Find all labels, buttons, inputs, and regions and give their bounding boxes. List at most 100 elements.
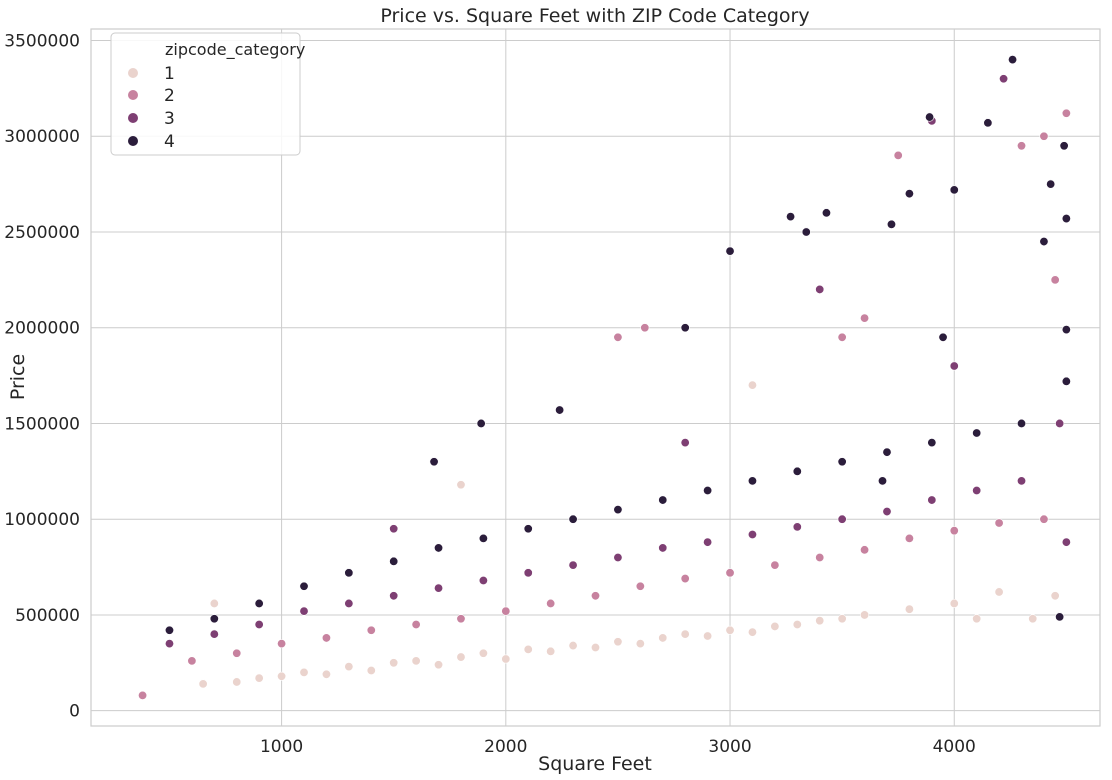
data-point bbox=[994, 518, 1004, 528]
data-points bbox=[138, 55, 1071, 700]
y-tick-label: 500000 bbox=[15, 606, 80, 626]
data-point bbox=[792, 466, 802, 476]
data-point bbox=[1061, 325, 1071, 335]
data-point bbox=[815, 616, 825, 626]
legend-item-2: 2 bbox=[128, 86, 175, 106]
data-point bbox=[1017, 418, 1027, 428]
legend: zipcode_category 1 2 3 4 bbox=[110, 32, 305, 156]
data-point bbox=[389, 658, 399, 668]
data-point bbox=[456, 652, 466, 662]
data-point bbox=[389, 591, 399, 601]
series-3 bbox=[164, 74, 1071, 649]
data-point bbox=[523, 644, 533, 654]
y-tick-label: 2000000 bbox=[4, 319, 80, 339]
data-point bbox=[792, 620, 802, 630]
data-point bbox=[344, 568, 354, 578]
data-point bbox=[501, 606, 511, 616]
data-point bbox=[680, 574, 690, 584]
legend-item-3: 3 bbox=[128, 109, 175, 129]
data-point bbox=[1059, 141, 1069, 151]
data-point bbox=[568, 641, 578, 651]
data-point bbox=[904, 189, 914, 199]
data-point bbox=[366, 665, 376, 675]
data-point bbox=[658, 633, 668, 643]
data-point bbox=[209, 614, 219, 624]
data-point bbox=[613, 505, 623, 515]
data-point bbox=[209, 629, 219, 639]
data-point bbox=[254, 620, 264, 630]
data-point bbox=[1039, 237, 1049, 247]
data-point bbox=[837, 332, 847, 342]
data-point bbox=[1061, 108, 1071, 118]
data-point bbox=[747, 476, 757, 486]
data-point bbox=[837, 514, 847, 524]
x-axis-title: Square Feet bbox=[538, 753, 652, 775]
data-point bbox=[815, 552, 825, 562]
data-point bbox=[429, 457, 439, 467]
data-point bbox=[925, 112, 935, 122]
series-1 bbox=[198, 380, 1060, 689]
data-point bbox=[478, 648, 488, 658]
data-point bbox=[277, 671, 287, 681]
data-point bbox=[456, 614, 466, 624]
data-point bbox=[860, 313, 870, 323]
data-point bbox=[904, 533, 914, 543]
data-point bbox=[476, 418, 486, 428]
data-point bbox=[893, 150, 903, 160]
data-point bbox=[555, 405, 565, 415]
data-point bbox=[983, 118, 993, 128]
data-point bbox=[837, 614, 847, 624]
legend-item-4: 4 bbox=[128, 132, 175, 152]
data-point bbox=[1055, 418, 1065, 428]
series-2 bbox=[138, 108, 1071, 700]
legend-label-4: 4 bbox=[164, 132, 175, 152]
data-point bbox=[164, 639, 174, 649]
data-point bbox=[949, 598, 959, 608]
data-point bbox=[434, 583, 444, 593]
y-axis-title: Price bbox=[7, 354, 29, 400]
data-point bbox=[434, 543, 444, 553]
data-point bbox=[949, 361, 959, 371]
data-point bbox=[886, 219, 896, 229]
data-point bbox=[747, 380, 757, 390]
legend-marker-2 bbox=[128, 90, 138, 100]
y-tick-label: 1500000 bbox=[4, 414, 80, 434]
data-point bbox=[882, 447, 892, 457]
data-point bbox=[546, 598, 556, 608]
series-4 bbox=[164, 55, 1071, 635]
data-point bbox=[546, 646, 556, 656]
data-point bbox=[786, 212, 796, 222]
data-point bbox=[613, 637, 623, 647]
data-point bbox=[703, 537, 713, 547]
data-point bbox=[501, 654, 511, 664]
data-point bbox=[860, 610, 870, 620]
data-point bbox=[138, 690, 148, 700]
data-point bbox=[1046, 179, 1056, 189]
data-point bbox=[949, 185, 959, 195]
data-point bbox=[321, 669, 331, 679]
data-point bbox=[860, 545, 870, 555]
data-point bbox=[389, 524, 399, 534]
data-point bbox=[635, 581, 645, 591]
data-point bbox=[523, 568, 533, 578]
y-tick-label: 0 bbox=[69, 702, 80, 722]
data-point bbox=[232, 648, 242, 658]
data-point bbox=[590, 591, 600, 601]
data-point bbox=[949, 526, 959, 536]
legend-label-3: 3 bbox=[164, 109, 175, 129]
legend-title: zipcode_category bbox=[165, 40, 305, 60]
data-point bbox=[904, 604, 914, 614]
y-tick-label: 3000000 bbox=[4, 127, 80, 147]
data-point bbox=[568, 514, 578, 524]
legend-box bbox=[110, 32, 301, 156]
data-point bbox=[1017, 476, 1027, 486]
data-point bbox=[389, 556, 399, 566]
data-point bbox=[164, 625, 174, 635]
data-point bbox=[938, 332, 948, 342]
data-point bbox=[456, 480, 466, 490]
data-point bbox=[1008, 55, 1018, 65]
data-point bbox=[344, 598, 354, 608]
data-point bbox=[590, 642, 600, 652]
data-point bbox=[878, 476, 888, 486]
